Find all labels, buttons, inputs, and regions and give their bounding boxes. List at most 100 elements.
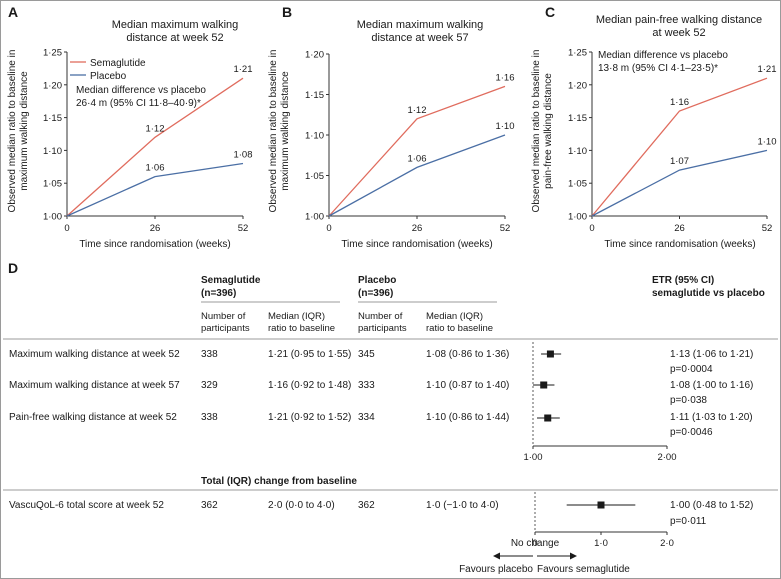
panel-c-ylabel-line-1: Observed median ratio to baseline in <box>531 50 542 213</box>
panel-b-placebo-line <box>328 134 506 217</box>
qol-x-tick-label: 2·0 <box>660 538 674 549</box>
panel-a-x-tick-label: 26 <box>150 223 161 234</box>
legend-placebo-label: Placebo <box>90 71 127 82</box>
panel-a-xlabel: Time since randomisation (weeks) <box>79 239 230 250</box>
row-1-label: Maximum walking distance at week 52 <box>9 349 180 360</box>
panel-b-y-tick-label: 1·05 <box>305 171 324 182</box>
panel-a-title-line-2: distance at week 52 <box>126 32 223 44</box>
panel-b: B Median maximum walking distance at wee… <box>268 4 493 250</box>
sema-number-subheader-line-1: Number of <box>201 311 246 322</box>
panel-b-placebo-data-label: 1·06 <box>407 153 426 164</box>
panel-a-semaglutide-line <box>66 77 244 217</box>
panel-c-placebo-data-label: 1·07 <box>670 156 689 167</box>
panel-b-title-line-1: Median maximum walking <box>357 19 484 31</box>
panel-c-xlabel: Time since randomisation (weeks) <box>604 239 755 250</box>
panel-c-title-line-2: at week 52 <box>652 27 705 39</box>
legend-semaglutide-label: Semaglutide <box>90 58 146 69</box>
panel-c-x-tick-label: 26 <box>674 223 685 234</box>
panel-c-y-tick-label: 1·25 <box>568 48 587 59</box>
panel-b-semaglutide-line <box>328 85 506 217</box>
placebo-header-line-2: (n=396) <box>358 288 393 299</box>
panel-a-x-tick-label: 0 <box>64 223 69 234</box>
favours-semaglutide-label: Favours semaglutide <box>537 564 630 575</box>
panel-c-letter: C <box>545 4 555 20</box>
panel-c-y-tick-label: 1·10 <box>568 146 587 157</box>
chart-marks: 1·001·051·101·151·201·250 26 521·121·211·0… <box>43 48 777 550</box>
panel-c-semaglutide-data-label: 1·16 <box>670 97 689 108</box>
panel-c-annotation-line-1: Median difference vs placebo <box>598 50 728 61</box>
panel-a: A Median maximum walking distance at wee… <box>7 4 238 250</box>
total-change-header: Total (IQR) change from baseline <box>201 476 357 487</box>
panel-a-letter: A <box>8 4 18 20</box>
row-2-sema-median: 1·16 (0·92 to 1·48) <box>268 380 351 391</box>
panel-c: C Median pain-free walking distance at w… <box>531 4 762 250</box>
panel-c-semaglutide-data-label: 1·21 <box>757 64 776 75</box>
qol-pbo-n: 362 <box>358 500 375 511</box>
forest-x-tick-label: 1·00 <box>523 452 542 463</box>
forest-point-estimate <box>546 350 554 358</box>
qol-sema-n: 362 <box>201 500 218 511</box>
panel-c-y-tick-label: 1·05 <box>568 179 587 190</box>
panel-a-y-tick-label: 1·25 <box>43 48 62 59</box>
panel-c-placebo-data-label: 1·10 <box>757 136 776 147</box>
panel-c-x-tick-label: 0 <box>589 223 594 234</box>
etr-header-line-2: semaglutide vs placebo <box>652 288 765 299</box>
panel-a-annotation-line-1: Median difference vs placebo <box>76 85 206 96</box>
panel-b-y-tick-label: 1·00 <box>305 212 324 223</box>
panel-a-y-tick-label: 1·10 <box>43 146 62 157</box>
row-1-sema-median: 1·21 (0·95 to 1·55) <box>268 349 351 360</box>
row-3-pbo-n: 334 <box>358 412 375 423</box>
panel-a-semaglutide-data-label: 1·12 <box>145 123 164 134</box>
panel-b-letter: B <box>282 4 292 20</box>
row-2-p: p=0·038 <box>670 395 707 406</box>
forest-point-estimate <box>544 414 552 422</box>
row-1-p: p=0·0004 <box>670 364 713 375</box>
panel-a-semaglutide-data-label: 1·21 <box>233 64 252 75</box>
sema-median-subheader-line-1: Median (IQR) <box>268 311 325 322</box>
panel-c-x-tick-label: 52 <box>762 223 773 234</box>
qol-x-tick-label: 1·0 <box>594 538 608 549</box>
row-1-etr: 1·13 (1·06 to 1·21) <box>670 349 753 360</box>
row-2-sema-n: 329 <box>201 380 218 391</box>
panel-a-y-tick-label: 1·15 <box>43 113 62 124</box>
panel-b-x-tick-label: 0 <box>326 223 331 234</box>
panel-a-y-tick-label: 1·05 <box>43 179 62 190</box>
panel-c-y-tick-label: 1·00 <box>568 212 587 223</box>
panel-c-annotation-line-2: 13·8 m (95% CI 4·1–23·5)* <box>598 63 718 74</box>
panel-a-placebo-data-label: 1·08 <box>233 150 252 161</box>
forest-point-estimate <box>540 381 548 389</box>
row-3-pbo-median: 1·10 (0·86 to 1·44) <box>426 412 509 423</box>
qol-sema-value: 2·0 (0·0 to 4·0) <box>268 500 335 511</box>
row-1-pbo-median: 1·08 (0·86 to 1·36) <box>426 349 509 360</box>
pbo-number-subheader-line-2: participants <box>358 323 407 334</box>
row-2-pbo-median: 1·10 (0·87 to 1·40) <box>426 380 509 391</box>
row-3-label: Pain-free walking distance at week 52 <box>9 412 177 423</box>
panel-a-y-tick-label: 1·20 <box>43 80 62 91</box>
panel-a-title-line-1: Median maximum walking <box>112 19 239 31</box>
row-2-etr: 1·08 (1·00 to 1·16) <box>670 380 753 391</box>
panel-b-ylabel-line-1: Observed median ratio to baseline in <box>268 50 279 213</box>
panel-a-ylabel-line-1: Observed median ratio to baseline in <box>7 50 18 213</box>
placebo-header-line-1: Placebo <box>358 275 396 286</box>
etr-header-line-1: ETR (95% CI) <box>652 275 714 286</box>
pbo-number-subheader-line-1: Number of <box>358 311 403 322</box>
row-3-sema-median: 1·21 (0·92 to 1·52) <box>268 412 351 423</box>
panel-b-semaglutide-data-label: 1·12 <box>407 105 426 116</box>
panel-a-annotation-line-2: 26·4 m (95% CI 11·8–40·9)* <box>76 98 201 109</box>
qol-etr: 1·00 (0·48 to 1·52) <box>670 500 753 511</box>
panel-b-xlabel: Time since randomisation (weeks) <box>341 239 492 250</box>
panel-a-placebo-data-label: 1·06 <box>145 163 164 174</box>
semaglutide-header-line-2: (n=396) <box>201 288 236 299</box>
panel-b-y-tick-label: 1·20 <box>305 50 324 61</box>
qol-pbo-value: 1·0 (−1·0 to 4·0) <box>426 500 499 511</box>
panel-c-y-tick-label: 1·15 <box>568 113 587 124</box>
panel-c-title-line-1: Median pain-free walking distance <box>596 14 762 26</box>
no-change-label: No change <box>511 538 560 549</box>
panel-b-placebo-data-label: 1·10 <box>495 121 514 132</box>
panel-a-x-tick-label: 52 <box>238 223 249 234</box>
panel-c-placebo-line <box>591 149 768 217</box>
panel-a-placebo-line <box>66 162 244 217</box>
panel-b-y-tick-label: 1·15 <box>305 90 324 101</box>
qol-x-tick-label: 0 <box>532 538 537 549</box>
panel-b-x-tick-label: 52 <box>500 223 511 234</box>
